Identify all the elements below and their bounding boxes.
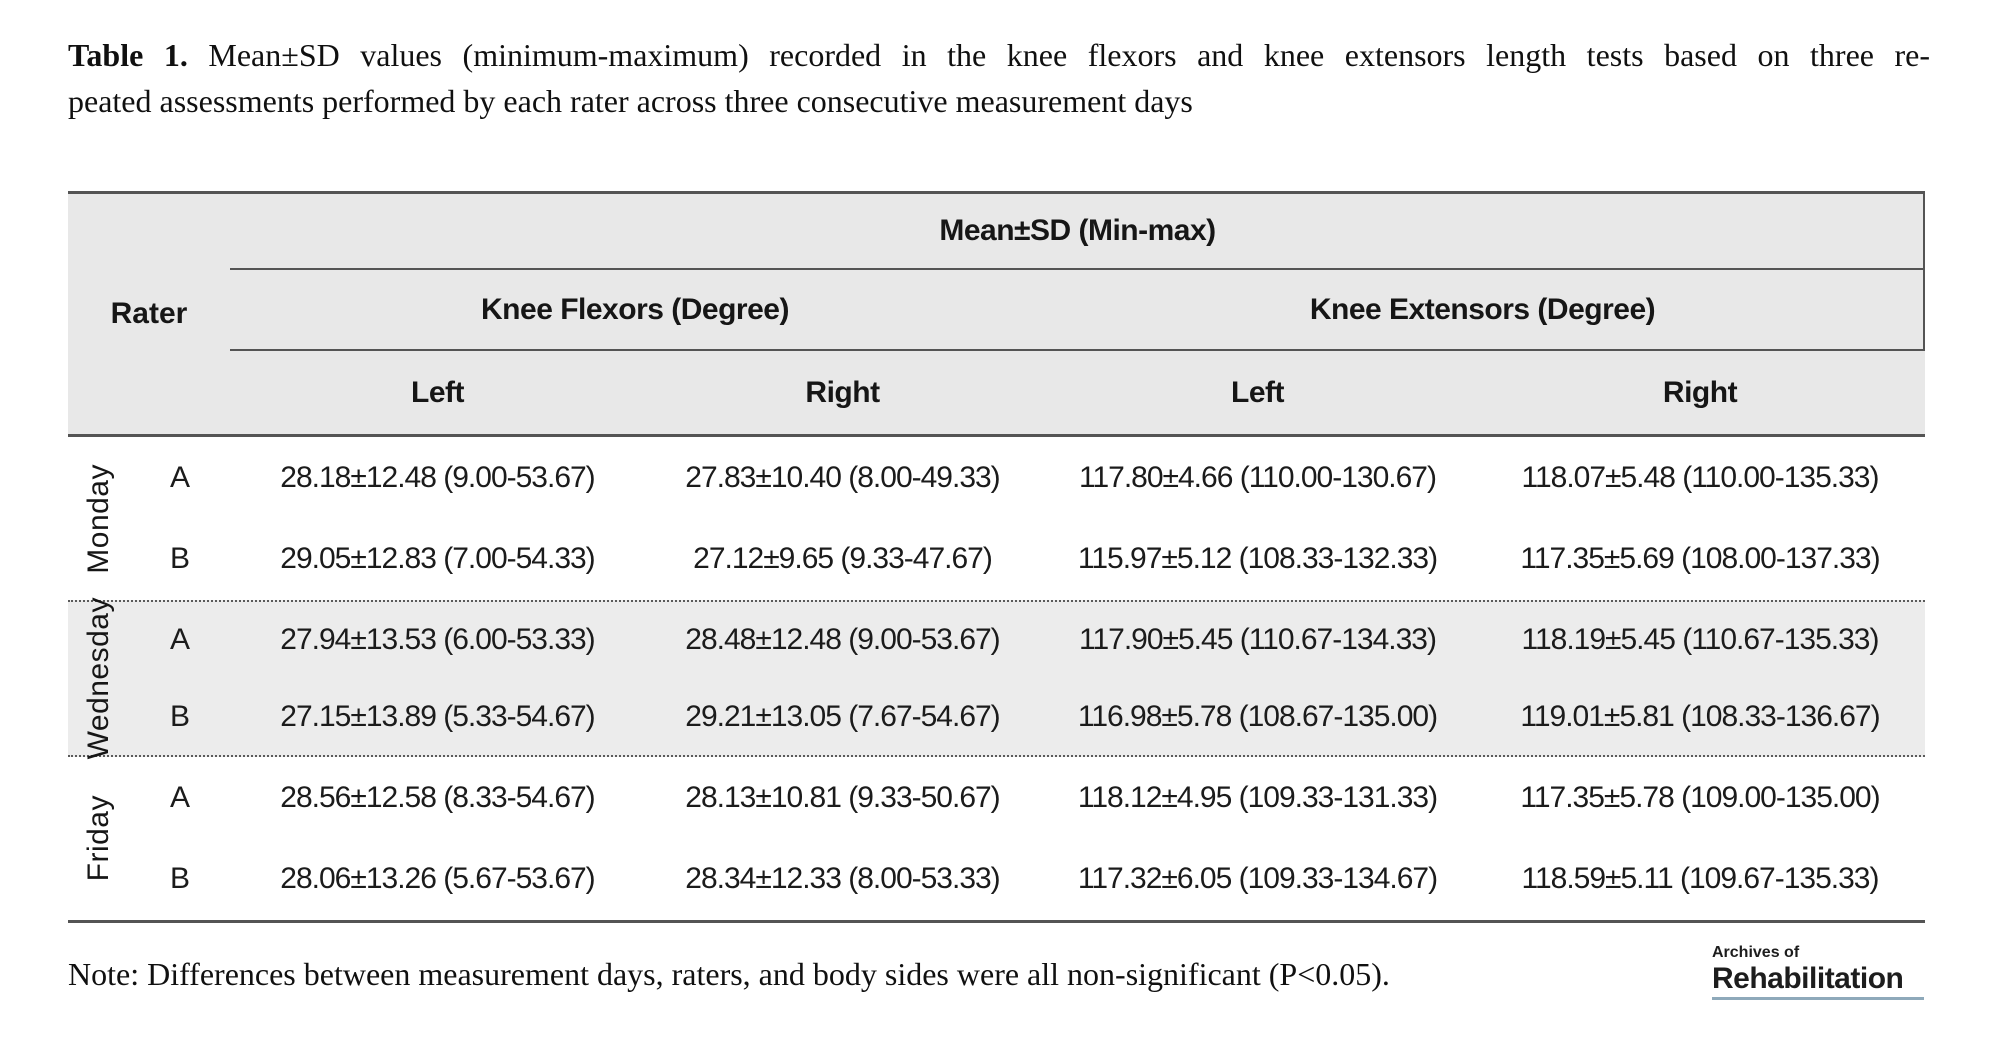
value-cell: 118.07±5.48 (110.00-135.33) — [1521, 460, 1880, 494]
value-cell: 28.18±12.48 (9.00-53.67) — [280, 460, 595, 494]
header-row-span: Mean±SD (Min-max) — [68, 194, 1925, 270]
day-cell: Friday — [68, 757, 130, 920]
value-cell: 28.48±12.48 (9.00-53.67) — [685, 623, 1000, 657]
day-label-monday: Monday — [82, 463, 115, 574]
journal-logo-rehabilitation: Rehabilitation — [1712, 962, 1904, 995]
value-cell: 28.56±12.58 (8.33-54.67) — [280, 780, 595, 814]
value-cell: 117.35±5.78 (109.00-135.00) — [1520, 780, 1880, 814]
value-cell: 28.06±13.26 (5.67-53.67) — [280, 862, 595, 896]
value-cell: 29.21±13.05 (7.67-54.67) — [685, 699, 1000, 733]
caption-text-1: Mean±SD values (minimum-maximum) recorde… — [208, 37, 1931, 73]
value-cell: 117.35±5.69 (108.00-137.33) — [1520, 542, 1880, 576]
rater-cell: A — [169, 460, 190, 494]
footnote: Note: Differences between measurement da… — [68, 956, 1390, 992]
value-cell: 118.19±5.45 (110.67-135.33) — [1521, 623, 1880, 657]
journal-logo-archives-of: Archives of — [1712, 944, 1800, 961]
rater-cell: B — [169, 542, 190, 576]
caption-line-1: Table 1. Mean±SD values (minimum-maximum… — [68, 32, 1930, 78]
table-caption: Table 1. Mean±SD values (minimum-maximum… — [68, 32, 1930, 124]
header-flexors-left: Left — [411, 375, 465, 409]
day-cell: Wednesday — [68, 597, 130, 759]
header-row-groups: Knee Flexors (Degree) Knee Extensors (De… — [68, 270, 1925, 351]
header-right-border — [1923, 194, 1925, 351]
header-knee-extensors: Knee Extensors (Degree) — [1040, 270, 1925, 351]
rater-cell: B — [169, 699, 190, 733]
data-table: Mean±SD (Min-max) Knee Flexors (Degree) … — [68, 191, 1925, 923]
table-header: Mean±SD (Min-max) Knee Flexors (Degree) … — [68, 191, 1925, 437]
header-extensors-left: Left — [1231, 375, 1285, 409]
rater-cell: A — [169, 780, 190, 814]
header-flexors-right: Right — [805, 375, 880, 409]
day-band-friday: Friday A 28.56±12.58 (8.33-54.67) 28.13±… — [68, 757, 1925, 923]
day-label-friday: Friday — [82, 795, 115, 882]
header-extensors-right: Right — [1662, 375, 1738, 409]
value-cell: 27.12±9.65 (9.33-47.67) — [693, 542, 993, 576]
header-rater: Rater — [110, 297, 188, 330]
value-cell: 119.01±5.81 (108.33-136.67) — [1520, 699, 1880, 733]
value-cell: 27.83±10.40 (8.00-49.33) — [685, 460, 1000, 494]
value-cell: 115.97±5.12 (108.33-132.33) — [1077, 542, 1438, 576]
value-cell: 117.32±6.05 (109.33-134.67) — [1077, 862, 1438, 896]
value-cell: 27.15±13.89 (5.33-54.67) — [280, 699, 595, 733]
rater-cell: A — [169, 623, 190, 657]
header-row-sides: Left Right Left Right — [68, 351, 1925, 434]
day-cell: Monday — [68, 437, 130, 600]
journal-logo: Archives of Rehabilitation — [1712, 944, 1924, 1000]
day-band-wednesday: Wednesday A 27.94±13.53 (6.00-53.33) 28.… — [68, 597, 1925, 760]
header-knee-flexors: Knee Flexors (Degree) — [230, 270, 1040, 351]
value-cell: 118.59±5.11 (109.67-135.33) — [1521, 862, 1880, 896]
day-label-wednesday: Wednesday — [82, 597, 115, 760]
value-cell: 28.13±10.81 (9.33-50.67) — [685, 780, 1000, 814]
value-cell: 117.80±4.66 (110.00-130.67) — [1079, 460, 1437, 494]
value-cell: 117.90±5.45 (110.67-134.33) — [1079, 623, 1437, 657]
value-cell: 27.94±13.53 (6.00-53.33) — [280, 623, 595, 657]
value-cell: 29.05±12.83 (7.00-54.33) — [280, 542, 595, 576]
header-mean-sd: Mean±SD (Min-max) — [230, 194, 1925, 270]
value-cell: 116.98±5.78 (108.67-135.00) — [1077, 699, 1438, 733]
day-band-monday: Monday A 28.18±12.48 (9.00-53.67) 27.83±… — [68, 437, 1925, 600]
caption-label: Table 1. — [68, 37, 188, 73]
caption-line-2: peated assessments performed by each rat… — [68, 83, 1193, 119]
value-cell: 28.34±12.33 (8.00-53.33) — [685, 862, 1000, 896]
value-cell: 118.12±4.95 (109.33-131.33) — [1077, 780, 1438, 814]
journal-logo-underline — [1712, 997, 1924, 1000]
rater-cell: B — [169, 862, 190, 896]
